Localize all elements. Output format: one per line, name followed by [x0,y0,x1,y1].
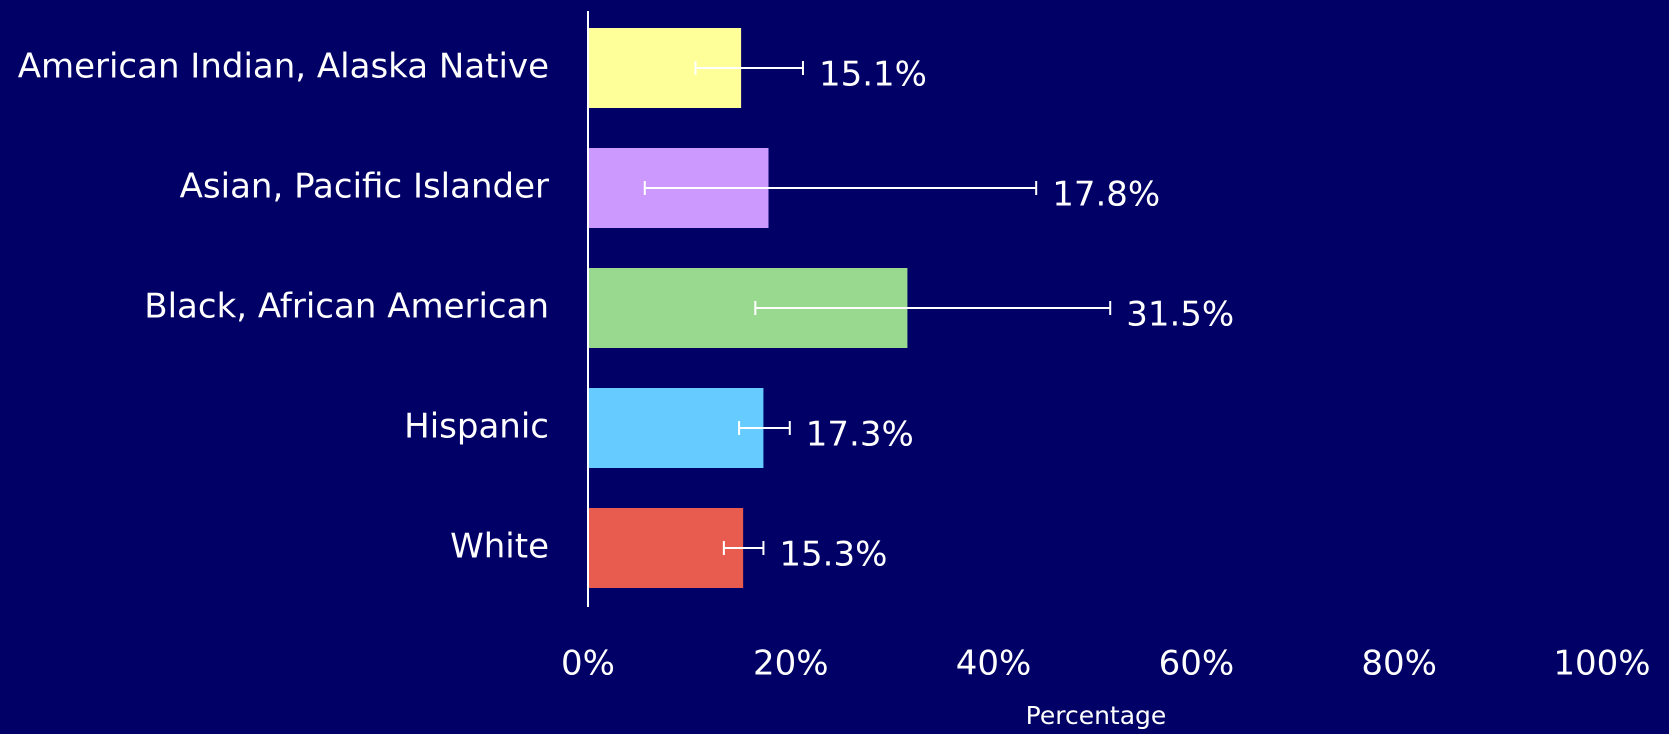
error-bar [738,421,791,435]
y-tick-label: American Indian, Alaska Native [18,47,549,87]
x-tick-label: 60% [1159,644,1235,684]
error-bar [722,541,765,555]
bar [588,388,764,468]
bar [588,508,744,588]
value-label: 17.8% [1052,175,1160,215]
value-label: 17.3% [806,415,914,455]
error-bar [754,301,1112,315]
y-tick-label: Hispanic [404,407,549,447]
error-bar [694,61,804,75]
y-tick-label: White [450,527,549,567]
x-tick-label: 80% [1361,644,1437,684]
y-tick-label: Black, African American [144,287,549,327]
x-tick-label: 40% [956,644,1032,684]
x-tick-label: 0% [561,644,615,684]
x-tick-label: 20% [753,644,829,684]
x-axis-label: Percentage [1026,701,1167,730]
x-tick-label: 100% [1553,644,1650,684]
value-label: 15.3% [779,535,887,575]
value-label: 31.5% [1126,295,1234,335]
error-bar [643,181,1038,195]
value-label: 15.1% [819,55,927,95]
y-tick-label: Asian, Pacific Islander [180,167,549,207]
